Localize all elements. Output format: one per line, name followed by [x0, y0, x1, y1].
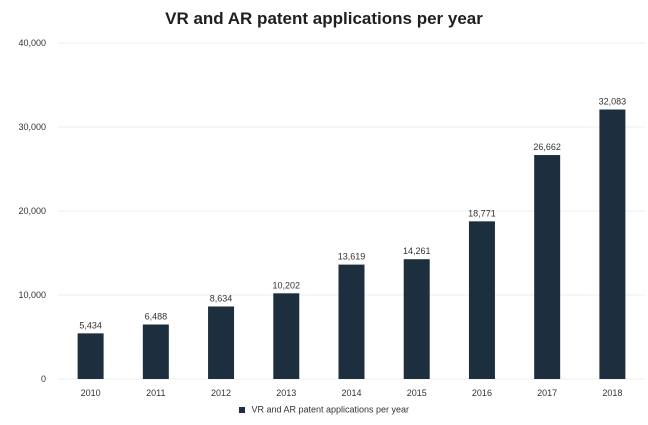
bar — [142, 324, 169, 379]
bar-value-label: 10,202 — [273, 280, 301, 290]
legend-swatch — [238, 406, 245, 413]
legend-label: VR and AR patent applications per year — [251, 404, 410, 415]
y-tick-label: 0 — [41, 374, 46, 384]
bar-value-label: 14,261 — [403, 246, 431, 256]
bar — [599, 109, 626, 379]
bar — [534, 155, 561, 379]
bar — [77, 333, 104, 379]
bar — [208, 306, 235, 379]
y-tick-label: 10,000 — [18, 290, 46, 300]
y-tick-label: 30,000 — [18, 122, 46, 132]
legend: VR and AR patent applications per year — [0, 404, 648, 415]
y-tick-label: 40,000 — [18, 38, 46, 48]
x-tick-label: 2010 — [81, 388, 101, 398]
x-tick-label: 2015 — [407, 388, 427, 398]
chart-title: VR and AR patent applications per year — [165, 9, 483, 28]
x-tick-label: 2016 — [472, 388, 492, 398]
x-tick-label: 2014 — [341, 388, 361, 398]
bar — [273, 293, 300, 379]
x-tick-label: 2012 — [211, 388, 231, 398]
x-tick-label: 2013 — [276, 388, 296, 398]
bar-value-label: 8,634 — [210, 293, 233, 303]
x-tick-label: 2018 — [602, 388, 622, 398]
bar — [338, 264, 365, 379]
x-tick-label: 2011 — [146, 388, 165, 398]
x-tick-label: 2017 — [537, 388, 557, 398]
bar-value-label: 13,619 — [338, 252, 366, 262]
y-tick-label: 20,000 — [18, 206, 46, 216]
bar-value-label: 32,083 — [599, 97, 627, 107]
bar-value-label: 26,662 — [533, 142, 561, 152]
bar — [403, 259, 430, 379]
bar-value-label: 5,434 — [79, 320, 102, 330]
bar-value-label: 18,771 — [468, 208, 496, 218]
bar-value-label: 6,488 — [145, 312, 168, 322]
bar — [468, 221, 495, 379]
